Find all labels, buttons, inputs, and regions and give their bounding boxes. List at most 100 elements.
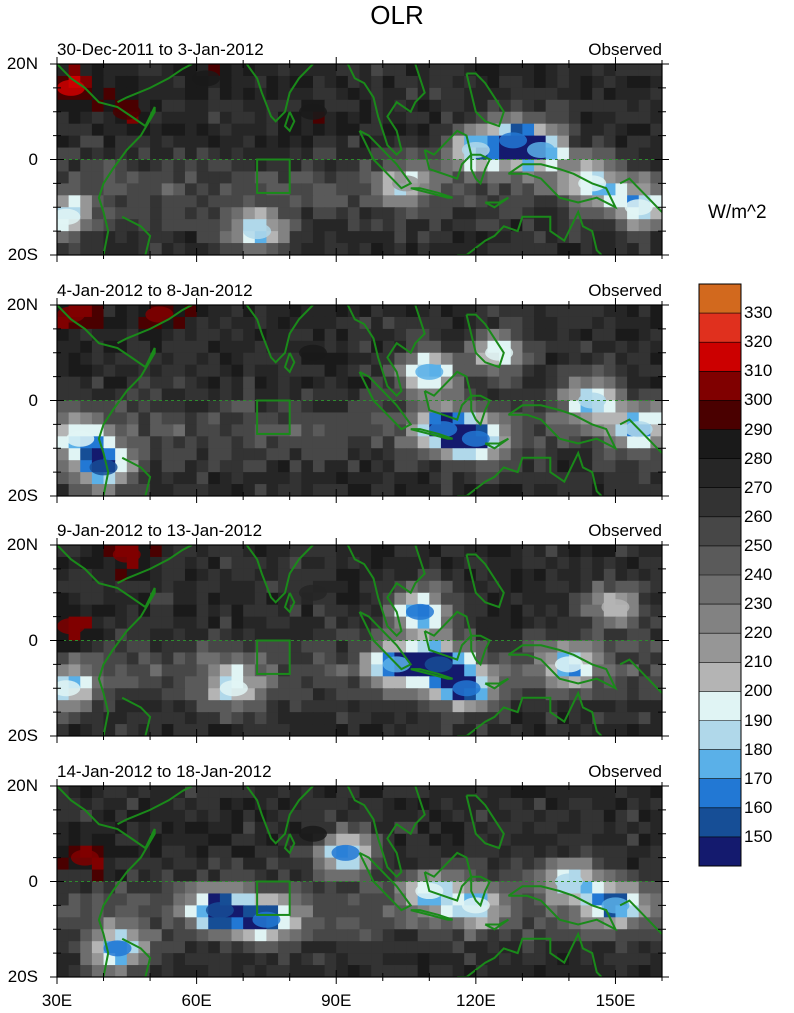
olr-cell xyxy=(278,845,291,859)
olr-cell xyxy=(406,472,419,485)
olr-cell xyxy=(103,400,116,414)
olr-cell xyxy=(394,305,407,318)
olr-cell xyxy=(429,953,442,966)
olr-cell xyxy=(638,833,651,847)
olr-cell xyxy=(80,724,93,736)
olr-cell xyxy=(499,400,512,414)
coastline xyxy=(470,153,492,186)
coastline xyxy=(410,428,453,440)
olr-cell xyxy=(196,364,209,378)
olr-cell xyxy=(487,616,500,630)
olr-cell xyxy=(289,123,302,137)
olr-cell xyxy=(196,881,209,895)
olr-cell xyxy=(57,364,70,378)
olr-cell xyxy=(568,628,582,642)
olr-cell xyxy=(522,568,535,582)
olr-cell xyxy=(231,929,244,942)
olr-cell xyxy=(440,472,454,485)
olr-cell xyxy=(254,111,268,125)
olr-cell xyxy=(289,305,302,318)
olr-cell xyxy=(80,568,93,582)
olr-cell xyxy=(278,700,291,713)
olr-cell xyxy=(394,833,407,847)
olr-cell xyxy=(91,448,105,461)
olr-cell xyxy=(196,616,209,630)
olr-cell xyxy=(359,472,372,485)
olr-cell xyxy=(150,243,163,255)
olr-cell xyxy=(592,616,605,630)
olr-cell xyxy=(603,305,617,318)
olr-cell xyxy=(91,171,105,184)
olr-cell xyxy=(522,556,535,570)
olr-cell xyxy=(91,616,105,630)
olr-cell xyxy=(638,688,651,701)
olr-cell xyxy=(219,881,233,895)
olr-feature xyxy=(57,618,85,635)
olr-cell xyxy=(499,604,512,618)
olr-cell xyxy=(603,628,617,642)
olr-cell xyxy=(278,195,291,208)
olr-cell xyxy=(499,869,512,883)
olr-cell xyxy=(231,207,244,220)
olr-cell xyxy=(57,568,70,582)
olr-cell xyxy=(499,376,512,390)
olr-cell xyxy=(150,460,163,473)
olr-cell xyxy=(231,305,244,318)
olr-cell xyxy=(627,352,640,366)
olr-cell xyxy=(289,436,302,449)
olr-cell xyxy=(510,472,523,485)
olr-cell xyxy=(475,941,489,954)
olr-cell xyxy=(650,364,662,378)
olr-cell xyxy=(499,75,512,89)
olr-cell xyxy=(150,676,163,689)
olr-cell xyxy=(406,135,419,149)
olr-cell xyxy=(545,436,558,449)
olr-cell xyxy=(522,881,535,895)
olr-cell xyxy=(173,953,186,966)
olr-cell xyxy=(103,893,116,906)
olr-cell xyxy=(68,159,81,173)
olr-cell xyxy=(324,893,337,906)
olr-cell xyxy=(219,231,233,244)
olr-cell xyxy=(289,941,302,954)
olr-cell xyxy=(324,941,337,954)
olr-cell xyxy=(580,316,593,330)
olr-cell xyxy=(592,64,605,77)
olr-cell xyxy=(150,159,163,173)
olr-cell xyxy=(534,159,547,173)
olr-cell xyxy=(324,147,337,161)
olr-feature xyxy=(452,680,481,697)
olr-cell xyxy=(545,316,558,330)
olr-cell xyxy=(289,219,302,232)
olr-cell xyxy=(196,99,209,113)
olr-cell xyxy=(475,123,489,137)
olr-cell xyxy=(324,219,337,232)
olr-cell xyxy=(150,857,163,871)
olr-cell xyxy=(103,171,116,184)
olr-cell xyxy=(57,111,70,125)
olr-cell xyxy=(603,809,617,823)
olr-cell xyxy=(289,472,302,485)
olr-cell xyxy=(301,412,314,425)
olr-cell xyxy=(336,99,349,113)
olr-cell xyxy=(452,436,465,449)
olr-cell xyxy=(324,400,337,414)
olr-cell xyxy=(568,592,582,606)
olr-cell xyxy=(592,568,605,582)
olr-cell xyxy=(301,87,314,101)
olr-cell xyxy=(266,171,279,184)
olr-cell xyxy=(219,195,233,208)
olr-cell xyxy=(638,869,651,883)
olr-cell xyxy=(592,316,605,330)
olr-cell xyxy=(371,786,384,799)
olr-cell xyxy=(208,556,221,570)
olr-cell xyxy=(266,305,279,318)
coastline xyxy=(465,72,505,128)
olr-cell xyxy=(208,917,221,930)
olr-cell xyxy=(312,688,326,701)
olr-cell xyxy=(615,123,628,137)
olr-cell xyxy=(103,147,116,161)
olr-cell xyxy=(301,231,314,244)
olr-cell xyxy=(394,929,407,942)
olr-cell xyxy=(219,484,233,496)
